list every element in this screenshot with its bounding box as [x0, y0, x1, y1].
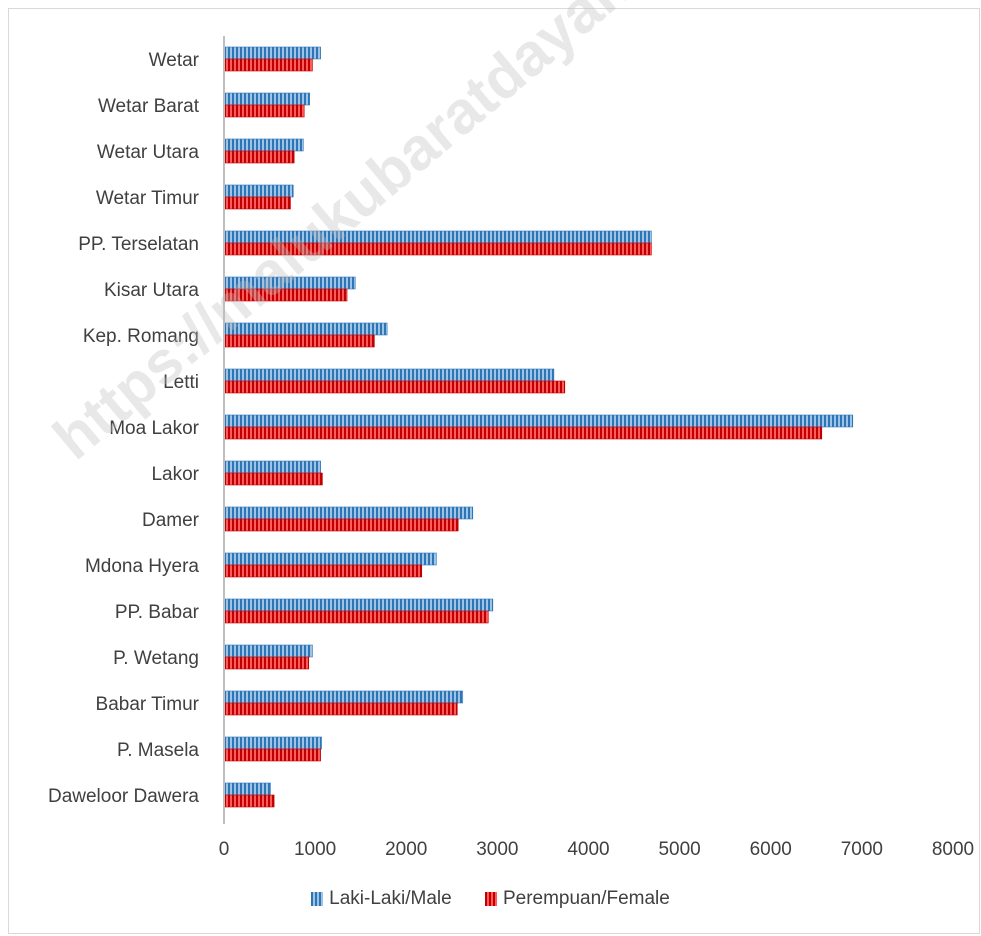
bar-male	[224, 184, 294, 198]
bar-female	[224, 196, 291, 210]
bar-male	[224, 506, 474, 520]
x-tick-label: 7000	[841, 839, 883, 860]
bar-male	[224, 782, 271, 796]
bar-female	[224, 564, 423, 578]
bar-female	[224, 58, 313, 72]
bar-male	[224, 322, 388, 336]
legend-item-male: Laki-Laki/Male	[311, 888, 452, 910]
bar-female	[224, 748, 321, 762]
bars-group	[224, 46, 854, 808]
category-label: Wetar Utara	[97, 142, 200, 163]
bar-male	[224, 552, 437, 566]
category-label: P. Masela	[117, 740, 199, 761]
legend-label-male: Laki-Laki/Male	[329, 888, 452, 909]
legend-swatch-male	[311, 892, 324, 906]
category-label: Kisar Utara	[104, 280, 199, 301]
bar-female	[224, 794, 275, 808]
bar-male	[224, 230, 652, 244]
bar-female	[224, 472, 323, 486]
category-label: Wetar Timur	[96, 188, 200, 209]
bar-male	[224, 598, 494, 612]
bar-male	[224, 92, 310, 106]
bar-female	[224, 150, 295, 164]
bar-chart: Wetar Wetar Barat Wetar Utara Wetar Timur PP…	[48, 36, 974, 860]
category-label: PP. Babar	[115, 602, 200, 623]
category-label: PP. Terselatan	[78, 234, 199, 255]
category-label: Babar Timur	[96, 694, 200, 715]
bar-male	[224, 736, 322, 750]
legend-label-female: Perempuan/Female	[502, 888, 670, 909]
x-tick-label: 3000	[476, 839, 518, 860]
bar-male	[224, 46, 321, 60]
legend-swatch-female	[484, 892, 497, 906]
bar-female	[224, 242, 652, 256]
category-label: Wetar	[149, 50, 200, 71]
bar-female	[224, 656, 310, 670]
category-label: Daweloor Dawera	[48, 786, 199, 807]
bar-female	[224, 334, 375, 348]
bar-male	[224, 690, 464, 704]
bar-male	[224, 368, 555, 382]
chart-frame	[8, 8, 980, 934]
x-tick-labels: 0 1000 2000 3000 4000 5000 6000 7000 8000	[219, 839, 974, 860]
bar-male	[224, 414, 854, 428]
x-tick-label: 2000	[385, 839, 427, 860]
category-label: Kep. Romang	[83, 326, 199, 347]
bar-male	[224, 276, 356, 290]
bar-female	[224, 610, 489, 624]
x-tick-label: 6000	[750, 839, 792, 860]
category-label: P. Wetang	[113, 648, 199, 669]
category-label: Wetar Barat	[98, 96, 200, 117]
bar-female	[224, 380, 566, 394]
category-label: Mdona Hyera	[85, 556, 199, 577]
bar-male	[224, 644, 313, 658]
bar-female	[224, 702, 458, 716]
x-tick-label: 1000	[294, 839, 336, 860]
x-tick-label: 0	[219, 839, 230, 860]
x-tick-label: 5000	[658, 839, 700, 860]
category-label: Lakor	[151, 464, 199, 485]
bar-female	[224, 518, 459, 532]
category-label: Damer	[142, 510, 200, 531]
legend-item-female: Perempuan/Female	[484, 888, 670, 910]
bar-male	[224, 460, 321, 474]
bar-female	[224, 104, 305, 118]
category-labels: Wetar Wetar Barat Wetar Utara Wetar Timur PP…	[48, 50, 200, 807]
bar-female	[224, 288, 348, 302]
category-label: Moa Lakor	[109, 418, 199, 439]
x-tick-label: 8000	[932, 839, 974, 860]
x-tick-label: 4000	[567, 839, 609, 860]
category-label: Letti	[163, 372, 199, 393]
bar-male	[224, 138, 304, 152]
legend: Laki-Laki/Male Perempuan/Female	[0, 888, 981, 912]
bar-female	[224, 426, 823, 440]
